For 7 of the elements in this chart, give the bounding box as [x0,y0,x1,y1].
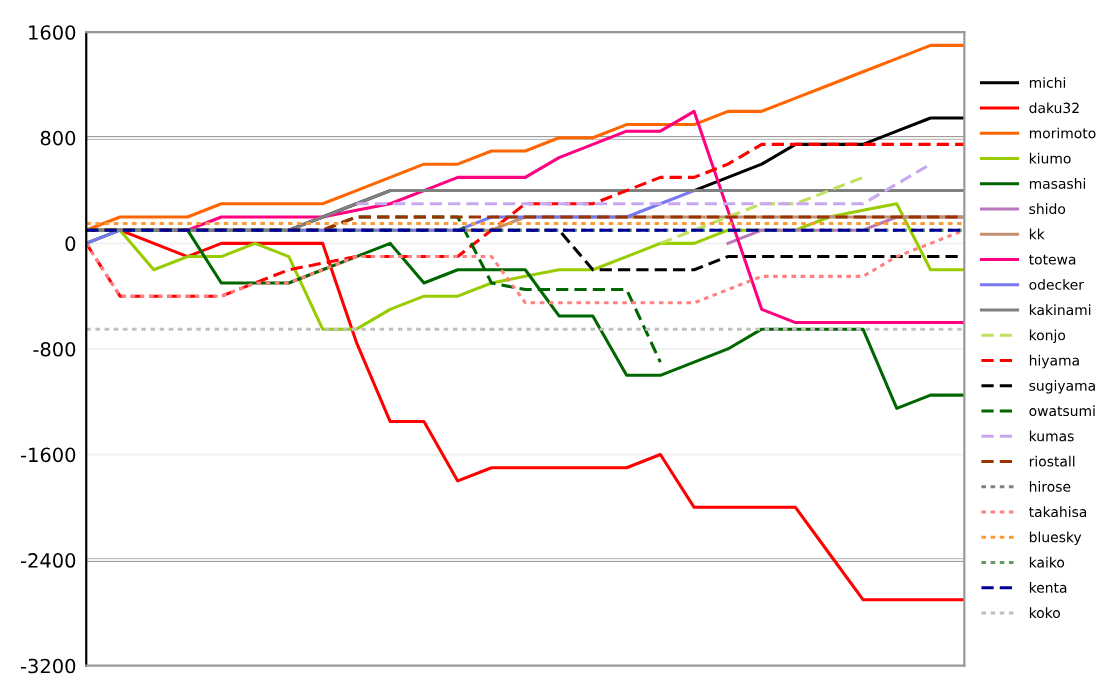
y-tick-label: -800 [33,341,76,357]
y-tick-label: -3200 [20,658,76,674]
y-tick-label: 800 [40,130,76,146]
y-tick-label: 1600 [29,25,76,40]
y-tick-label: -1600 [20,447,76,463]
y-tick-label: -2400 [20,553,76,568]
y-tick-label: 0 [65,236,76,252]
